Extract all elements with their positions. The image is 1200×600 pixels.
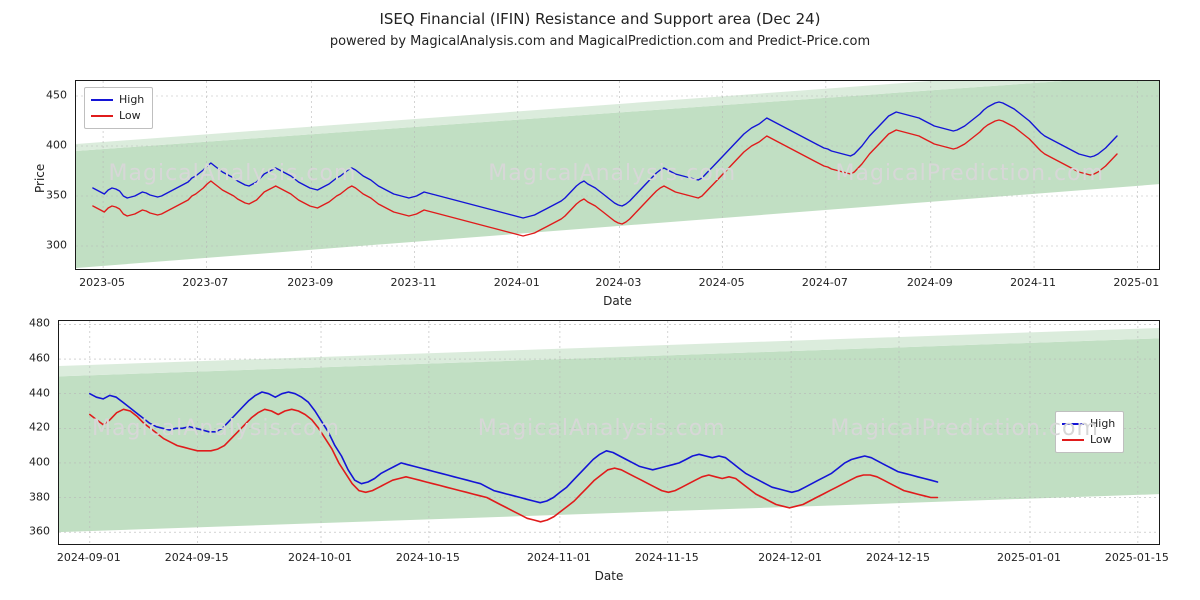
figure-subtitle: powered by MagicalAnalysis.com and Magic… [0,34,1200,49]
xtick-label: 2024-11 [1010,276,1056,289]
xtick-label: 2024-11-01 [527,551,591,564]
top-chart-ylabel: Price [33,164,47,193]
xtick-label: 2023-09 [287,276,333,289]
xtick-label: 2024-12-01 [758,551,822,564]
ytick-label: 400 [29,455,50,468]
legend-row-low: Low [1062,432,1115,448]
xtick-label: 2025-01-01 [997,551,1061,564]
ytick-label: 480 [29,317,50,330]
ytick-label: 360 [29,525,50,538]
ytick-label: 300 [46,239,67,252]
legend-label-low: Low [119,108,141,124]
xtick-label: 2024-03 [595,276,641,289]
legend-swatch-high [1062,423,1084,425]
top-chart-svg [76,81,1160,270]
figure-subtitle-text: powered by MagicalAnalysis.com and Magic… [330,34,870,49]
xtick-label: 2024-11-15 [635,551,699,564]
top-chart-xlabel: Date [75,294,1160,308]
figure: ISEQ Financial (IFIN) Resistance and Sup… [0,0,1200,600]
xtick-label: 2024-09 [907,276,953,289]
legend-swatch-low [91,115,113,117]
bottom-chart-legend: High Low [1055,411,1124,453]
xtick-label: 2024-09-15 [165,551,229,564]
top-chart-legend: High Low [84,87,153,129]
xtick-label: 2024-10-01 [288,551,352,564]
bottom-chart-xlabel-text: Date [595,569,624,583]
ytick-label: 440 [29,386,50,399]
top-chart-xlabel-text: Date [603,294,632,308]
ytick-label: 380 [29,490,50,503]
bottom-chart-svg [59,321,1160,545]
top-chart-ylabel-text: Price [33,164,47,193]
ytick-label: 350 [46,189,67,202]
figure-title: ISEQ Financial (IFIN) Resistance and Sup… [0,10,1200,28]
xtick-label: 2024-10-15 [396,551,460,564]
legend-row-high: High [1062,416,1115,432]
xtick-label: 2025-01-15 [1105,551,1169,564]
legend-label-low: Low [1090,432,1112,448]
ytick-label: 400 [46,139,67,152]
ytick-label: 460 [29,352,50,365]
legend-swatch-high [91,99,113,101]
ytick-label: 450 [46,89,67,102]
legend-swatch-low [1062,439,1084,441]
ytick-label: 420 [29,421,50,434]
xtick-label: 2023-05 [79,276,125,289]
legend-row-high: High [91,92,144,108]
figure-title-text: ISEQ Financial (IFIN) Resistance and Sup… [379,10,820,28]
bottom-chart-xlabel: Date [58,569,1160,583]
top-chart-panel: High Low MagicalAnalysis.comMagicalAnaly… [75,80,1160,270]
xtick-label: 2023-07 [182,276,228,289]
legend-label-high: High [119,92,144,108]
legend-row-low: Low [91,108,144,124]
xtick-label: 2024-01 [494,276,540,289]
xtick-label: 2024-09-01 [57,551,121,564]
xtick-label: 2024-07 [802,276,848,289]
bottom-chart-panel: High Low MagicalAnalysis.comMagicalAnaly… [58,320,1160,545]
legend-label-high: High [1090,416,1115,432]
xtick-label: 2024-12-15 [866,551,930,564]
xtick-label: 2024-05 [699,276,745,289]
xtick-label: 2023-11 [391,276,437,289]
xtick-label: 2025-01 [1113,276,1159,289]
